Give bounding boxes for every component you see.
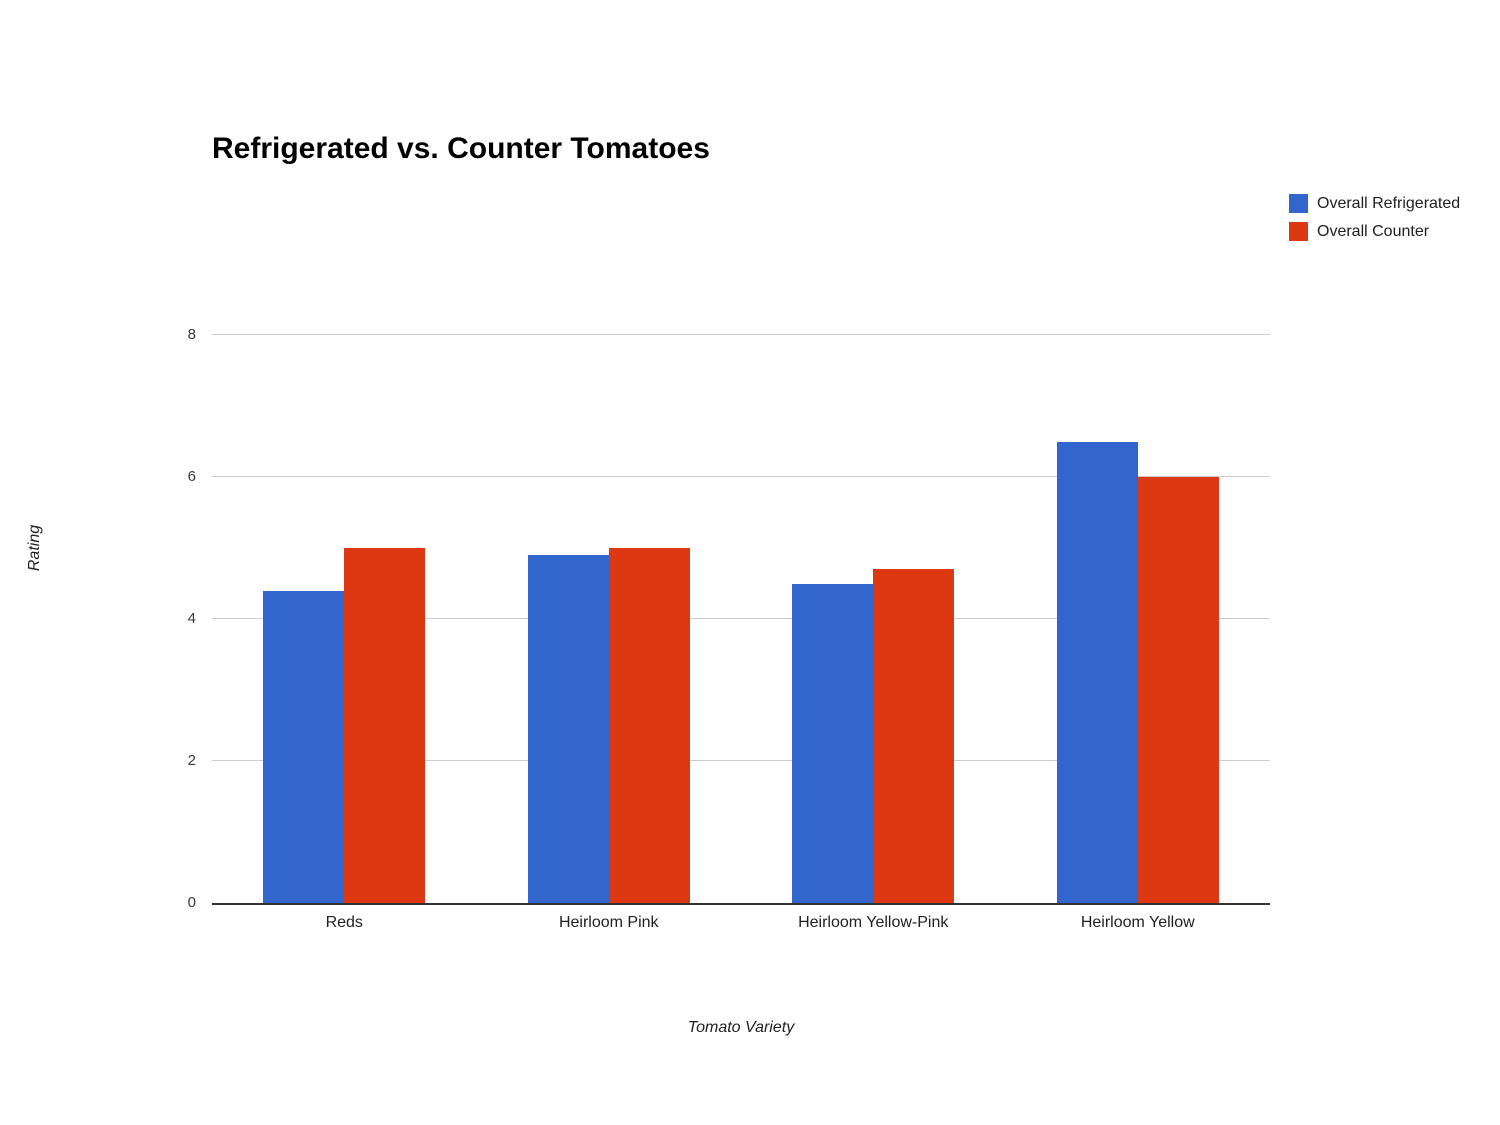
bar-group-reds	[212, 335, 477, 903]
x-axis-tick-label-reds: Reds	[325, 914, 363, 931]
bar-overall-refrigerated-heirloom-yellow	[1056, 441, 1138, 903]
bar-overall-counter-reds	[344, 548, 426, 903]
bar-group-heirloom-yellow	[1006, 335, 1271, 903]
x-axis-title: Tomato Variety	[687, 1019, 795, 1036]
legend-item-counter: Overall Counter	[1289, 222, 1460, 241]
chart-title: Refrigerated vs. Counter Tomatoes	[212, 132, 710, 165]
bar-overall-counter-heirloom-yellow	[1137, 477, 1219, 903]
x-axis-tick-label-heirloom-pink: Heirloom Pink	[558, 914, 659, 931]
y-axis-tick-label-4: 4	[187, 610, 196, 627]
legend-swatch-counter-icon	[1289, 222, 1308, 241]
bar-overall-refrigerated-heirloom-yellow-pink	[792, 583, 874, 903]
legend-item-refrigerated: Overall Refrigerated	[1289, 194, 1460, 213]
bar-overall-counter-heirloom-pink	[608, 548, 690, 903]
y-axis-tick-labels: 0 2 4 6 8	[0, 326, 196, 911]
x-axis-tick-label-heirloom-yellow: Heirloom Yellow	[1080, 914, 1195, 931]
gridline-2	[212, 760, 1270, 761]
legend-label-refrigerated: Overall Refrigerated	[1317, 195, 1461, 212]
bar-group-heirloom-yellow-pink	[741, 335, 1006, 903]
gridline-6	[212, 476, 1270, 477]
gridline-4	[212, 618, 1270, 619]
gridline-8	[212, 334, 1270, 335]
legend: Overall Refrigerated Overall Counter	[1289, 194, 1460, 250]
y-axis-tick-label-0: 0	[187, 894, 196, 911]
bar-overall-counter-heirloom-yellow-pink	[873, 569, 955, 903]
bar-groups	[212, 335, 1270, 903]
bar-overall-refrigerated-heirloom-pink	[527, 555, 609, 903]
legend-label-counter: Overall Counter	[1317, 223, 1430, 240]
legend-swatch-refrigerated-icon	[1289, 194, 1308, 213]
x-axis-tick-label-heirloom-yellow-pink: Heirloom Yellow-Pink	[798, 914, 949, 931]
y-axis-tick-label-8: 8	[187, 326, 196, 343]
plot-area	[212, 334, 1270, 905]
bar-group-heirloom-pink	[477, 335, 742, 903]
y-axis-tick-label-2: 2	[187, 752, 196, 769]
bar-overall-refrigerated-reds	[263, 590, 345, 903]
y-axis-tick-label-6: 6	[187, 468, 196, 485]
x-axis-tick-labels: Reds Heirloom Pink Heirloom Yellow-Pink Hei…	[212, 913, 1270, 933]
